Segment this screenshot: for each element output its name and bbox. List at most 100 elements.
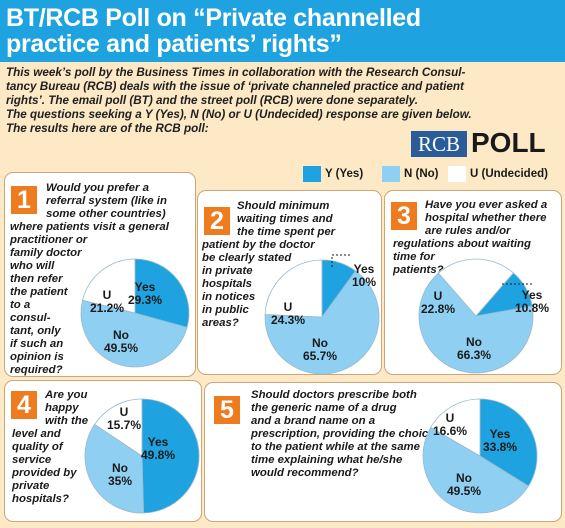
question-1-line: consul-: [10, 312, 51, 324]
pie-5-category-label-yes: Yes: [490, 427, 511, 441]
pie-1-slice-yes: [134, 258, 190, 328]
question-number-3: 3: [391, 202, 417, 230]
question-number-1: 1: [11, 186, 37, 214]
question-4-line: service: [12, 454, 52, 466]
pie-5-slice-undecided: [430, 398, 481, 457]
question-1-line: Would you prefer a: [46, 182, 149, 194]
question-2-line: in public: [202, 304, 249, 316]
question-2-line: hospitals: [202, 278, 253, 290]
pie-3-slice-undecided: [437, 258, 514, 317]
question-3-line: are rules and/or: [425, 225, 511, 237]
pie-2-value-label-undecided: 24.3%: [271, 313, 305, 327]
question-number-4: 4: [11, 391, 37, 419]
pie-5-value-label-yes: 33.8%: [483, 440, 517, 454]
pie-4-value-label-undecided: 15.7%: [107, 418, 141, 432]
legend-label-no: N (No): [404, 168, 439, 180]
pie-4-slice-no: [84, 423, 145, 514]
pie-2-leader-line: [331, 254, 350, 267]
pie-4-category-label-no: No: [112, 461, 128, 475]
pie-3-value-label-undecided: 22.8%: [421, 302, 455, 316]
question-4-line: Are you: [45, 389, 88, 401]
question-panel-5: 5 Should doctors prescribe both the gene…: [204, 382, 562, 522]
question-2-line: be clearly stated: [202, 252, 292, 264]
pie-1-category-label-yes: Yes: [135, 280, 156, 294]
question-1-line: to a: [10, 299, 31, 311]
pie-2-slice-no: [264, 270, 380, 375]
question-5-line: prescription, providing the choice: [251, 428, 435, 440]
pie-5-category-label-undecided: U: [446, 411, 455, 425]
question-3-line: hospital whether there: [425, 212, 547, 224]
pie-3-value-label-no: 66.3%: [457, 348, 491, 362]
pie-1-value-label-no: 49.5%: [104, 341, 138, 355]
question-4-line: hospitals?: [12, 493, 69, 505]
pie-4-slice-undecided: [94, 398, 143, 457]
pie-3-category-label-undecided: U: [434, 289, 443, 303]
question-4-line: level and: [12, 428, 61, 440]
question-4-line: happy: [45, 402, 79, 414]
question-3-line: Have you ever asked a: [425, 199, 548, 211]
question-number-5: 5: [214, 396, 240, 424]
question-1-line: if such an: [10, 338, 64, 350]
question-5-line: the generic name of a drug: [251, 402, 397, 414]
pie-1-slice-no: [80, 299, 188, 368]
pie-1-category-label-no: No: [113, 328, 129, 342]
title-line-1: BT/RCB Poll on “Private channelled: [6, 4, 421, 32]
pie-4-value-label-no: 35%: [108, 474, 132, 488]
legend-swatch-yes: [303, 166, 321, 182]
poll-wordmark: POLL: [471, 127, 546, 158]
question-1-line: practitioner or: [10, 234, 88, 246]
pie-4-category-label-undecided: U: [120, 405, 129, 419]
intro-line: rights’. The email poll (BT) and the str…: [6, 94, 418, 107]
question-4-line: quality of: [12, 441, 63, 453]
question-1-line: the patient: [10, 286, 68, 298]
question-3-line: regulations about waiting: [393, 238, 531, 250]
question-5-line: time explaining what he/she: [251, 454, 403, 466]
pie-1-value-label-yes: 29.3%: [128, 293, 162, 307]
question-1-line: tant, only: [10, 325, 61, 337]
question-2-line: the time spent per: [237, 226, 336, 238]
legend-swatch-undecided: [448, 166, 466, 182]
pie-2-category-label-undecided: U: [284, 300, 293, 314]
intro-line: The results here are of the RCB poll:: [6, 122, 209, 135]
question-5-line: would recommend?: [251, 467, 359, 479]
question-1-line: required?: [10, 364, 63, 376]
pie-5-value-label-no: 49.5%: [447, 484, 481, 498]
question-4-line: private: [12, 480, 50, 492]
pie-4-value-label-yes: 49.8%: [141, 448, 175, 462]
legend-label-undecided: U (Undecided): [470, 168, 548, 180]
pie-5-slice-no: [422, 426, 529, 514]
pie-5-slice-yes: [479, 398, 538, 487]
pie-2-category-label-yes: Yes: [354, 262, 375, 276]
pie-5-value-label-undecided: 16.6%: [433, 424, 467, 438]
question-1-line: family doctor: [10, 247, 82, 259]
question-2-line: areas?: [202, 317, 239, 329]
pie-2-value-label-no: 65.7%: [303, 349, 337, 363]
pie-3-category-label-no: No: [466, 335, 482, 349]
pie-3-category-label-yes: Yes: [522, 288, 543, 302]
question-1-line: then refer: [10, 273, 63, 285]
pie-1-slice-undecided: [82, 258, 136, 314]
pie-3-slice-no: [418, 272, 534, 374]
intro-line: The questions seeking a Y (Yes), N (No) …: [6, 108, 472, 121]
question-5-line: to the patient while at the same: [251, 441, 420, 453]
question-2-line: patient by the doctor: [202, 239, 315, 251]
question-2-line: Should minimum: [237, 200, 330, 212]
question-2-line: in private: [202, 265, 253, 277]
question-5-line: and a brand name on a: [251, 415, 376, 427]
question-3-line: time for: [393, 251, 435, 263]
pie-2-slice-undecided: [264, 259, 323, 318]
intro-line: This week’s poll by the Business Times i…: [6, 66, 466, 79]
question-number-2: 2: [204, 207, 230, 235]
pie-3-value-label-yes: 10.8%: [515, 301, 549, 315]
legend-label-yes: Y (Yes): [325, 168, 364, 180]
legend-swatch-no: [382, 166, 400, 182]
question-1-line: opinion is: [10, 351, 64, 363]
question-2-line: in notices: [202, 291, 256, 303]
pie-4-slice-yes: [141, 398, 200, 514]
question-1-line: who will: [10, 260, 55, 272]
